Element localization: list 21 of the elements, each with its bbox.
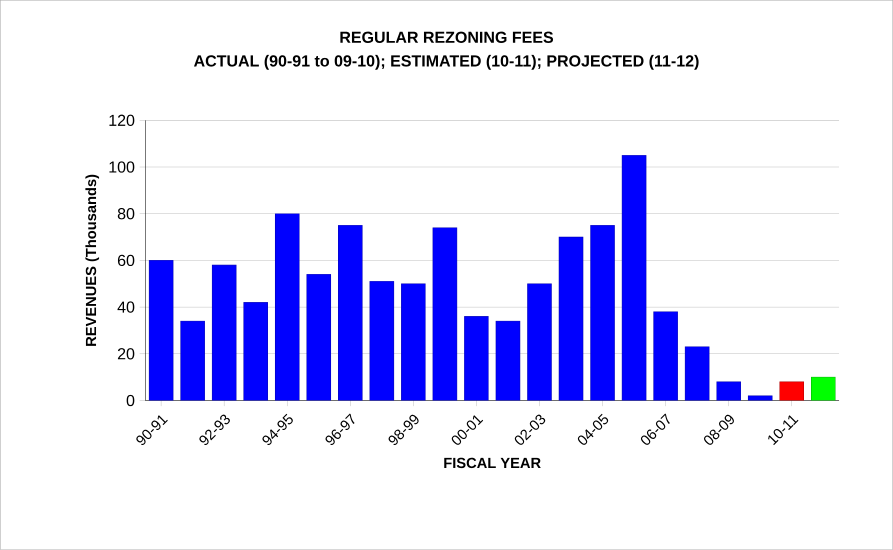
y-tick-label: 20 [118, 348, 134, 360]
y-axis-title: REVENUES (Thousands) [85, 174, 100, 346]
bar [148, 260, 174, 401]
y-tick-label: 100 [109, 161, 134, 173]
bar [464, 316, 489, 401]
bar [496, 320, 520, 401]
bar [212, 264, 236, 401]
y-tick-label: 120 [109, 114, 134, 126]
y-tick-label: 40 [118, 302, 134, 313]
y-tick-label: 0 [126, 394, 134, 406]
bar [401, 284, 426, 401]
bar [338, 225, 363, 401]
bar [811, 376, 836, 401]
y-tick-label: 80 [118, 208, 134, 220]
x-axis-title: FISCAL YEAR [444, 458, 541, 468]
bar [684, 346, 710, 401]
chart-subtitle: ACTUAL (90-91 to 09-10); ESTIMATED (10-11); PROJECTED (11-12) [194, 54, 699, 70]
bar [274, 214, 300, 401]
bar [748, 396, 772, 401]
y-tick-label: 60 [118, 254, 134, 266]
chart-title: REGULAR REZONING FEES [340, 32, 554, 44]
